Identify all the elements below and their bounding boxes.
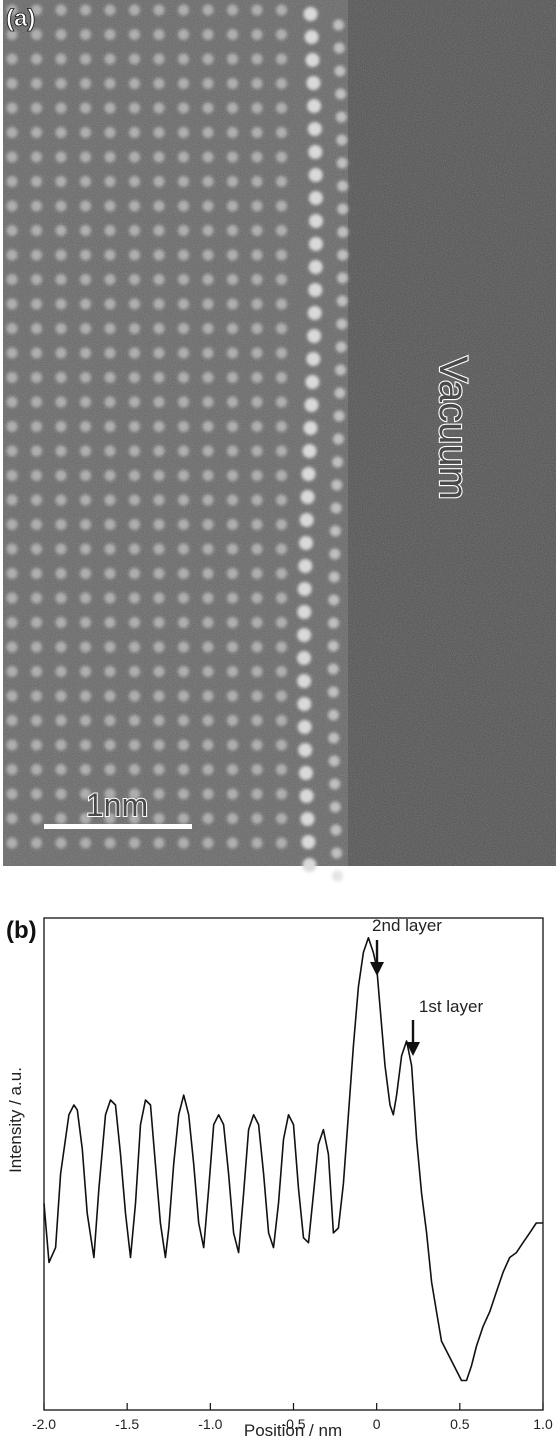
arrow-2nd-layer <box>370 940 384 976</box>
x-tick-label: -1.0 <box>198 1416 222 1432</box>
surface-atom-1st-layer <box>332 870 343 882</box>
x-tick-label: 0 <box>373 1416 381 1432</box>
x-tick-label: -2.0 <box>32 1416 56 1432</box>
y-axis-label: Intensity / a.u. <box>6 1067 25 1173</box>
annotation-2nd-layer: 2nd layer <box>372 916 442 935</box>
plot-frame <box>43 917 544 1411</box>
vacuum-label: Vacuum <box>431 356 475 500</box>
x-axis-label: Position / nm <box>244 1421 342 1440</box>
panel-b-label: (b) <box>6 917 37 944</box>
panel-a-label: (a) <box>6 5 35 32</box>
annotation-1st-layer: 1st layer <box>419 997 484 1016</box>
x-tick-label: 0.5 <box>450 1416 470 1432</box>
x-tick-label: -0.5 <box>281 1416 305 1432</box>
x-tick-label: -1.5 <box>115 1416 139 1432</box>
arrow-1st-layer <box>406 1020 420 1056</box>
x-tick-label: 1.0 <box>533 1416 553 1432</box>
scale-bar <box>44 824 192 829</box>
image-noise <box>3 0 556 866</box>
x-axis-ticks: -2.0 -1.5 -1.0 -0.5 0 0.5 1.0 <box>32 1403 553 1432</box>
intensity-profile-panel: (b) -2.0 -1.5 -1.0 -0.5 0 0.5 1.0 Position / n… <box>6 916 553 1440</box>
micrograph-panel: (a) Vacuum 1nm <box>3 0 556 882</box>
scale-bar-label: 1nm <box>86 787 148 823</box>
intensity-profile-line <box>43 936 543 1382</box>
